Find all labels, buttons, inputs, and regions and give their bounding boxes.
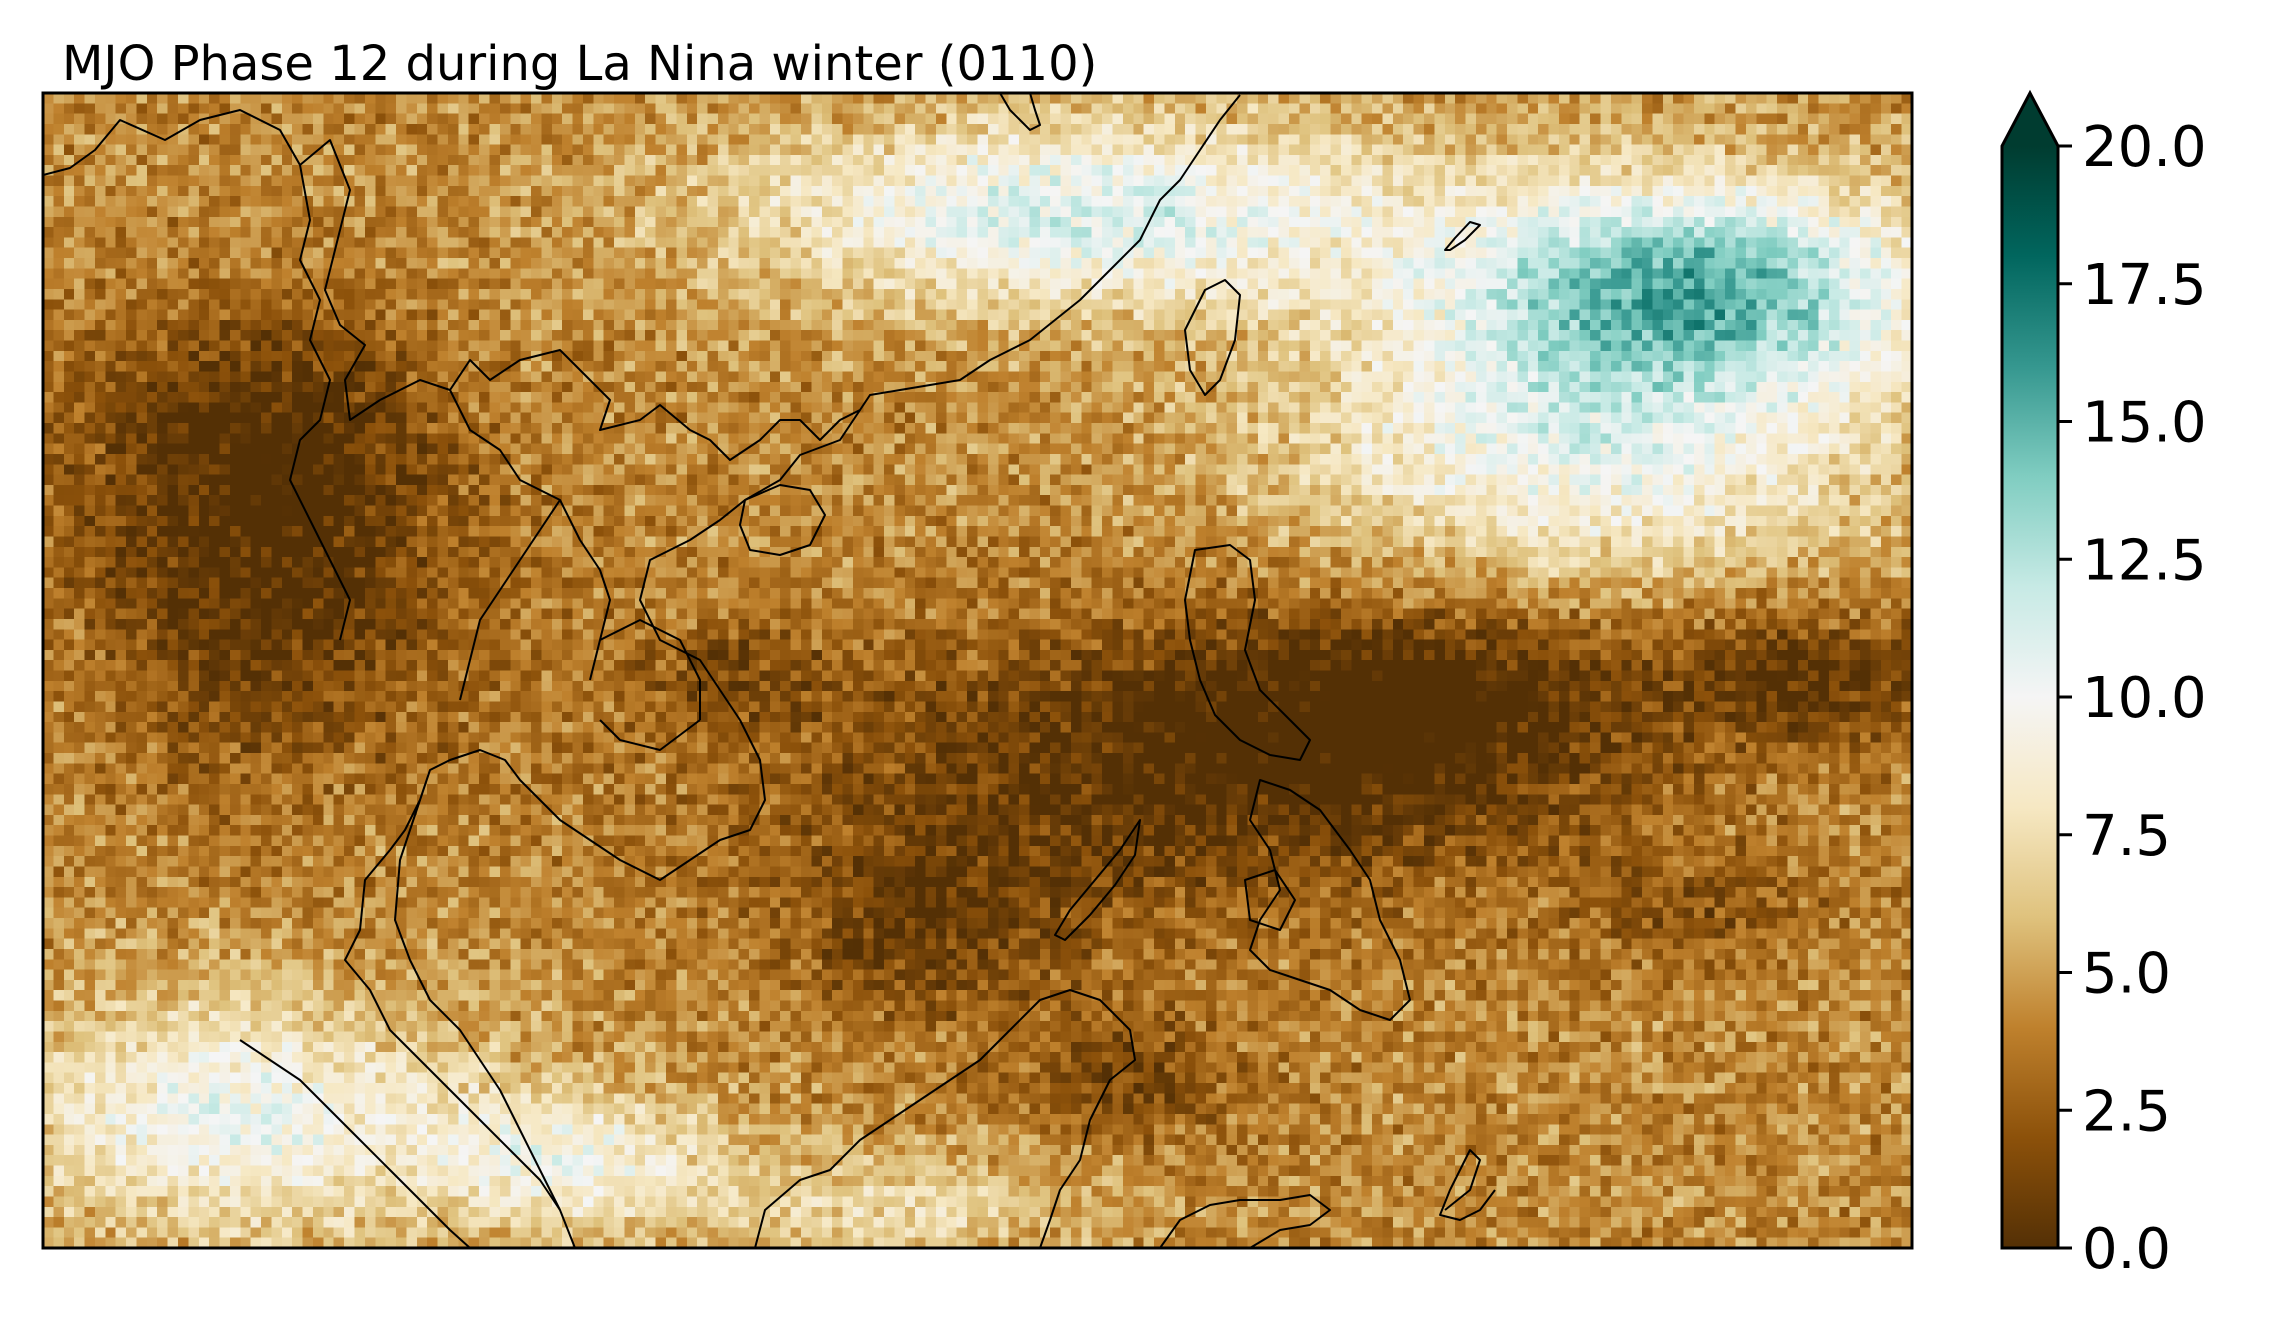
precipitation-field xyxy=(43,93,1912,1248)
colorbar-tick-label: 7.5 xyxy=(2082,804,2171,869)
country-borders xyxy=(289,164,701,751)
colorbar-tick-label: 10.0 xyxy=(2082,666,2207,731)
colorbar-tick-label: 20.0 xyxy=(2082,115,2207,180)
colorbar-tick-label: 17.5 xyxy=(2082,253,2207,318)
palawan-island xyxy=(1054,819,1141,941)
mainland-coastline xyxy=(43,94,1241,461)
colorbar-tick-label: 2.5 xyxy=(2082,1079,2171,1144)
luzon-island xyxy=(1184,544,1311,761)
taiwan-island xyxy=(1184,279,1241,396)
colorbar-tick-label: 0.0 xyxy=(2082,1217,2171,1282)
visayas-mindanao xyxy=(1244,779,1411,1021)
map-panel xyxy=(41,91,1914,1250)
sulawesi-coastline xyxy=(1159,1194,1331,1248)
coastlines xyxy=(43,93,1496,1248)
colorbar-tick-label: 15.0 xyxy=(2082,391,2207,456)
colorbar-extend-arrow xyxy=(2002,93,2058,146)
japan-fragment xyxy=(1444,221,1481,251)
colorbar-ticks: 0.0 2.5 5.0 7.5 10.0 12.5 15.0 17.5 20.0 xyxy=(2058,115,2207,1282)
hainan-island xyxy=(739,484,826,556)
colorbar-outline xyxy=(2000,89,2060,1250)
malay-peninsula xyxy=(394,799,561,1211)
colorbar-tick-label: 5.0 xyxy=(2082,942,2171,1007)
halmahera-island xyxy=(1439,1149,1496,1221)
colorbar-tick-label: 12.5 xyxy=(2082,528,2207,593)
korea-fragment xyxy=(999,93,1041,131)
map-frame xyxy=(41,91,1914,1250)
sumatra-coastline xyxy=(239,1039,471,1248)
colorbar: 0.0 2.5 5.0 7.5 10.0 12.5 15.0 17.5 20.0 xyxy=(2000,89,2207,1282)
borneo-coastline xyxy=(754,989,1136,1248)
indochina-coastline xyxy=(344,409,861,1248)
map-title: MJO Phase 12 during La Nina winter (0110… xyxy=(62,36,1097,92)
colorbar-gradient xyxy=(2002,146,2058,1248)
